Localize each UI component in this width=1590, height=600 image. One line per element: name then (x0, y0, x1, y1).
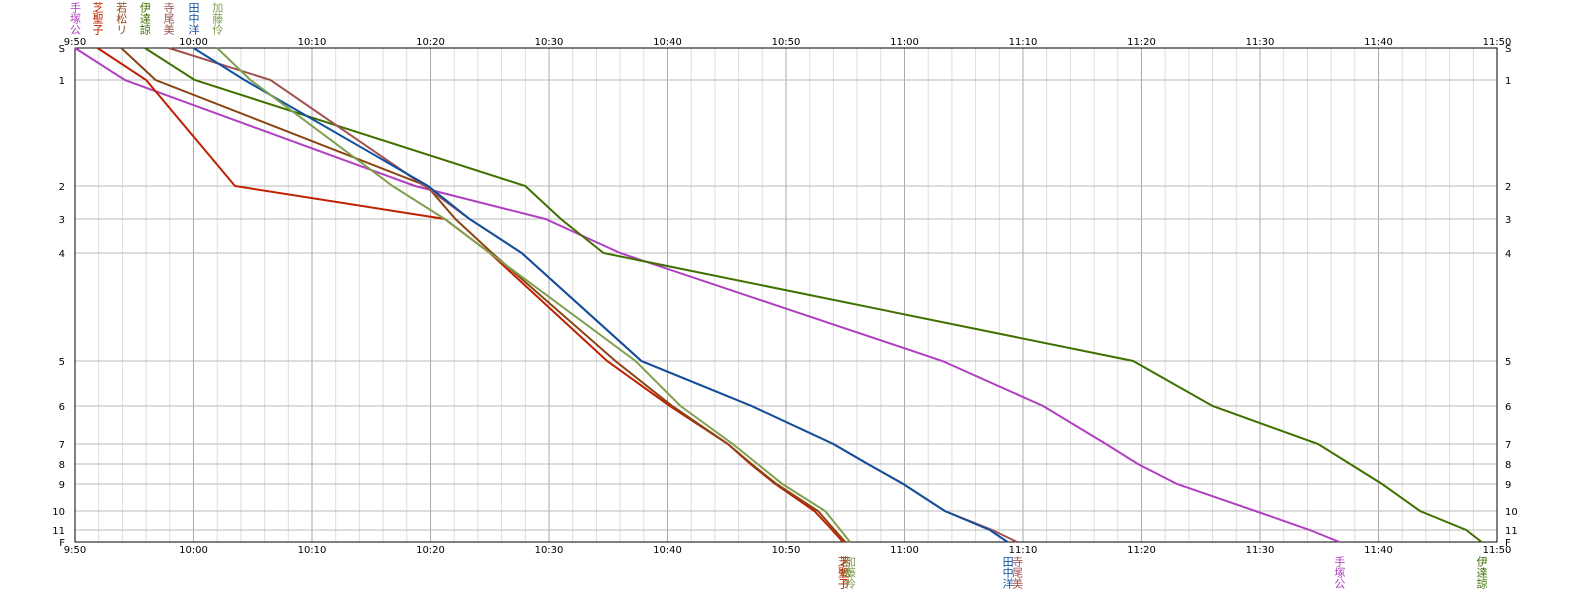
x-tick-label: 10:40 (653, 545, 682, 556)
y-tick-label: 7 (59, 440, 65, 451)
y-tick-label: F (1505, 538, 1511, 549)
x-tick-label: 10:50 (772, 37, 801, 48)
x-tick-label: 11:00 (890, 37, 919, 48)
x-tick-label: 9:50 (64, 37, 86, 48)
y-tick-label: 4 (1505, 249, 1511, 260)
runner-label: 加藤伶 (211, 2, 224, 36)
plot-frame (74, 47, 1498, 543)
x-tick-label: 10:20 (416, 545, 445, 556)
runner-line (168, 47, 1018, 543)
y-tick-label: 7 (1505, 440, 1511, 451)
y-tick-label: 5 (59, 357, 65, 368)
runner-label: 加藤伶 (843, 556, 856, 590)
x-tick-label: 10:20 (416, 37, 445, 48)
x-tick-label: 10:30 (535, 545, 564, 556)
runner-label: 田中洋 (187, 2, 200, 35)
runner-line (120, 47, 847, 543)
runner-line (216, 47, 851, 543)
runner-label: 伊達諒 (1475, 556, 1488, 589)
y-tick-label: 4 (59, 249, 65, 260)
runner-label: 手塚公 (69, 1, 82, 35)
x-tick-label: 11:40 (1364, 545, 1393, 556)
runner-label: 芝聖子 (91, 2, 104, 35)
y-tick-label: 9 (59, 480, 65, 491)
x-tick-label: 11:50 (1483, 37, 1512, 48)
x-tick-label: 11:20 (1127, 545, 1156, 556)
y-tick-label: 3 (59, 215, 65, 226)
y-tick-label: 8 (1505, 460, 1511, 471)
x-tick-label: 11:30 (1246, 37, 1275, 48)
y-tick-label: 1 (1505, 76, 1511, 87)
runner-line (96, 47, 844, 543)
runner-label: 芝聖子 (836, 556, 849, 589)
runner-line (74, 47, 1340, 543)
y-tick-label: 6 (59, 402, 65, 413)
x-tick-label: 9:50 (64, 545, 86, 556)
y-tick-label: F (59, 538, 65, 549)
runner-label: 寺尾美 (162, 2, 175, 35)
x-tick-label: 10:30 (535, 37, 564, 48)
runner-line (144, 47, 1483, 543)
y-tick-label: 11 (1505, 526, 1518, 537)
runner-label: 若松リ (839, 556, 852, 589)
x-tick-label: 11:00 (890, 545, 919, 556)
y-tick-label: 3 (1505, 215, 1511, 226)
runner-line (192, 47, 1009, 543)
runner-label: 若松リ (115, 2, 128, 35)
y-tick-label: 8 (59, 460, 65, 471)
y-tick-label: 6 (1505, 402, 1511, 413)
runner-label: 寺尾美 (1011, 556, 1024, 589)
x-tick-label: 10:40 (653, 37, 682, 48)
x-tick-label: 10:10 (298, 37, 327, 48)
runner-label: 手塚公 (1333, 555, 1346, 589)
y-tick-label: 10 (1505, 507, 1518, 518)
x-tick-label: 10:00 (179, 37, 208, 48)
y-tick-label: 11 (52, 526, 65, 537)
y-tick-label: 2 (1505, 182, 1511, 193)
x-tick-label: 10:00 (179, 545, 208, 556)
y-tick-label: S (59, 44, 65, 55)
x-tick-label: 10:10 (298, 545, 327, 556)
y-tick-label: 10 (52, 507, 65, 518)
y-tick-label: S (1505, 44, 1511, 55)
y-tick-label: 2 (59, 182, 65, 193)
y-tick-label: 9 (1505, 480, 1511, 491)
x-tick-label: 11:20 (1127, 37, 1156, 48)
x-tick-label: 11:10 (1009, 37, 1038, 48)
y-tick-label: 5 (1505, 357, 1511, 368)
runner-label: 田中洋 (1001, 556, 1014, 589)
y-tick-label: 1 (59, 76, 65, 87)
x-tick-label: 10:50 (772, 545, 801, 556)
x-tick-label: 11:10 (1009, 545, 1038, 556)
x-tick-label: 11:30 (1246, 545, 1275, 556)
x-tick-label: 11:40 (1364, 37, 1393, 48)
runner-label: 伊達諒 (138, 2, 151, 35)
x-tick-label: 11:50 (1483, 545, 1512, 556)
